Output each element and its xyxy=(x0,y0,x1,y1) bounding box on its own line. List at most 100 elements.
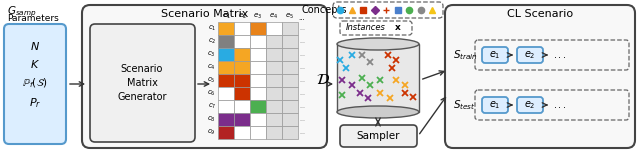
Text: $K$: $K$ xyxy=(30,58,40,70)
Bar xyxy=(234,100,250,113)
Text: $\mathbf{x}$: $\mathbf{x}$ xyxy=(394,24,402,33)
Text: Scenario
Matrix
Generator: Scenario Matrix Generator xyxy=(117,64,167,102)
FancyBboxPatch shape xyxy=(4,24,66,144)
Text: ...: ... xyxy=(299,104,305,109)
Bar xyxy=(282,22,298,35)
Bar xyxy=(218,113,234,126)
Bar xyxy=(282,35,298,48)
Bar xyxy=(218,74,234,87)
FancyBboxPatch shape xyxy=(340,125,417,147)
Bar xyxy=(250,48,266,61)
Bar xyxy=(282,48,298,61)
Bar xyxy=(282,100,298,113)
Text: $e_1$: $e_1$ xyxy=(489,99,501,111)
Text: $c_5$: $c_5$ xyxy=(207,76,216,85)
Bar xyxy=(266,113,282,126)
FancyBboxPatch shape xyxy=(517,97,543,113)
Bar xyxy=(234,48,250,61)
Text: $G_{samp}$: $G_{samp}$ xyxy=(7,5,36,19)
FancyBboxPatch shape xyxy=(517,47,543,63)
Bar xyxy=(266,61,282,74)
Bar xyxy=(266,126,282,139)
Text: ...: ... xyxy=(299,91,305,96)
Bar xyxy=(234,87,250,100)
Text: $\mathbb{P}_f(\mathcal{S})$: $\mathbb{P}_f(\mathcal{S})$ xyxy=(22,76,48,90)
Bar xyxy=(266,74,282,87)
Bar xyxy=(234,61,250,74)
Bar xyxy=(218,87,234,100)
Text: $c_9$: $c_9$ xyxy=(207,128,216,137)
Bar xyxy=(234,35,250,48)
Bar xyxy=(250,61,266,74)
Bar xyxy=(234,113,250,126)
Bar xyxy=(218,61,234,74)
FancyBboxPatch shape xyxy=(482,47,508,63)
Text: CL Scenario: CL Scenario xyxy=(507,9,573,19)
Text: $e_2$: $e_2$ xyxy=(524,99,536,111)
Bar xyxy=(266,35,282,48)
Text: $P_r$: $P_r$ xyxy=(29,96,41,110)
Bar xyxy=(250,35,266,48)
Text: $c_4$: $c_4$ xyxy=(207,63,216,72)
Text: $c_1$: $c_1$ xyxy=(207,24,216,33)
Bar xyxy=(337,44,419,112)
Text: $e_4$: $e_4$ xyxy=(269,12,278,21)
Bar xyxy=(266,87,282,100)
Bar xyxy=(234,22,250,35)
Ellipse shape xyxy=(337,106,419,118)
Text: $e_2$: $e_2$ xyxy=(237,12,246,21)
FancyBboxPatch shape xyxy=(482,97,508,113)
Text: $e_2$: $e_2$ xyxy=(524,49,536,61)
Bar xyxy=(282,61,298,74)
Text: $S_{train}$: $S_{train}$ xyxy=(453,48,478,62)
Text: ...: ... xyxy=(299,130,305,135)
Text: $...$: $...$ xyxy=(553,50,567,60)
Bar xyxy=(282,87,298,100)
Text: $S_{test}$: $S_{test}$ xyxy=(453,98,476,112)
Text: ...: ... xyxy=(299,78,305,83)
Bar xyxy=(218,126,234,139)
Text: $c_2$: $c_2$ xyxy=(207,37,216,46)
Text: $\mathcal{D}$: $\mathcal{D}$ xyxy=(316,73,330,88)
Text: ...: ... xyxy=(299,39,305,44)
Text: Instances: Instances xyxy=(346,24,386,33)
FancyBboxPatch shape xyxy=(82,5,327,148)
Bar xyxy=(282,126,298,139)
Bar xyxy=(218,48,234,61)
Text: ...: ... xyxy=(299,52,305,57)
Text: $e_5$: $e_5$ xyxy=(285,12,294,21)
Text: ...: ... xyxy=(299,15,305,21)
Bar xyxy=(250,74,266,87)
Bar xyxy=(250,22,266,35)
Bar xyxy=(218,35,234,48)
Text: ...: ... xyxy=(299,117,305,122)
Text: ...: ... xyxy=(299,26,305,31)
Text: ...: ... xyxy=(299,65,305,70)
Ellipse shape xyxy=(337,38,419,50)
Bar xyxy=(250,100,266,113)
Bar xyxy=(282,74,298,87)
Bar xyxy=(234,126,250,139)
FancyBboxPatch shape xyxy=(90,24,195,142)
Bar xyxy=(234,74,250,87)
Text: Parameters: Parameters xyxy=(7,14,59,23)
Text: Sampler: Sampler xyxy=(356,131,400,141)
Text: $c_8$: $c_8$ xyxy=(207,115,216,124)
Text: $c_3$: $c_3$ xyxy=(207,50,216,59)
Text: $c_7$: $c_7$ xyxy=(207,102,216,111)
Text: $N$: $N$ xyxy=(30,40,40,52)
Text: Concepts: Concepts xyxy=(302,5,348,15)
Text: $e_1$: $e_1$ xyxy=(221,12,230,21)
Bar xyxy=(266,100,282,113)
Bar xyxy=(250,113,266,126)
Bar xyxy=(250,126,266,139)
Bar xyxy=(266,48,282,61)
Text: $e_1$: $e_1$ xyxy=(489,49,501,61)
Text: Scenario Matrix: Scenario Matrix xyxy=(161,9,249,19)
Text: $...$: $...$ xyxy=(553,100,567,110)
Bar xyxy=(218,100,234,113)
Bar xyxy=(282,113,298,126)
Bar xyxy=(218,22,234,35)
Bar xyxy=(250,87,266,100)
Bar xyxy=(266,22,282,35)
